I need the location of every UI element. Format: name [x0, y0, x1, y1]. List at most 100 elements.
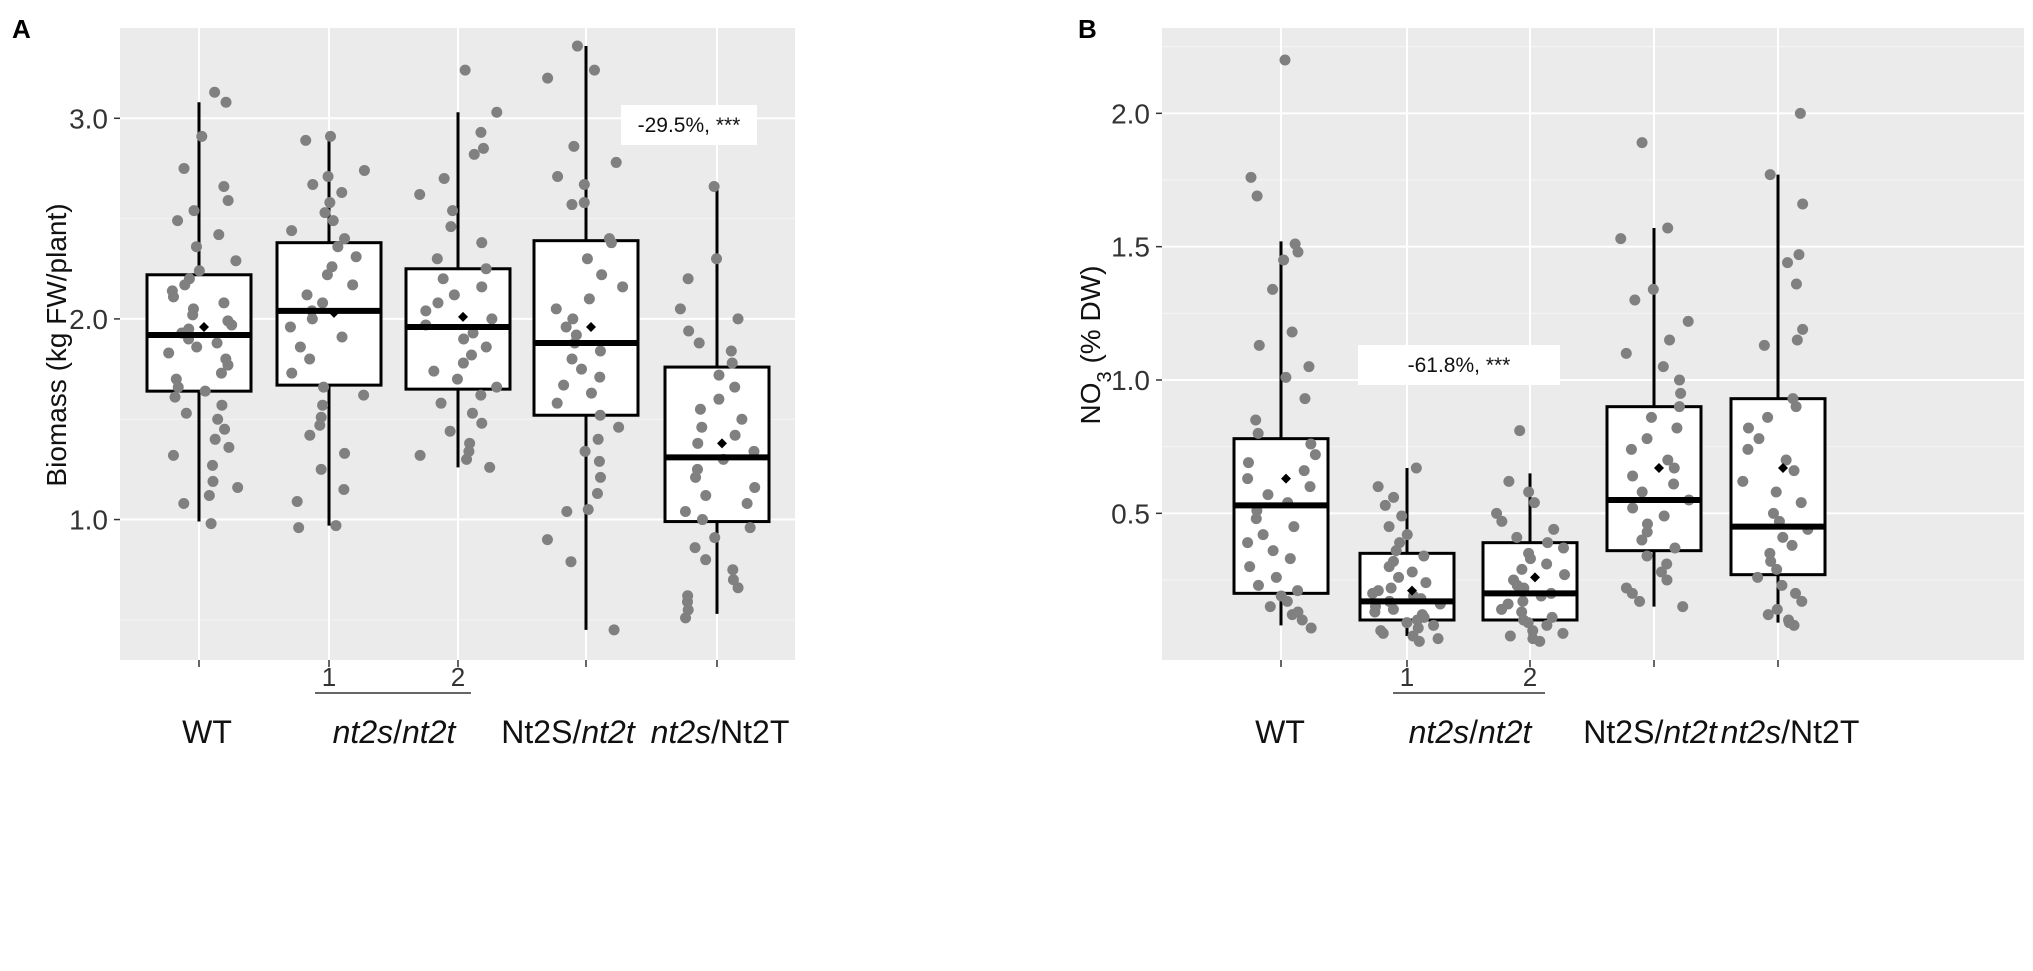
data-point [1393, 571, 1405, 583]
data-point [447, 205, 459, 217]
data-point [431, 253, 443, 265]
data-point [603, 233, 615, 245]
data-point [594, 345, 606, 357]
data-point [1288, 521, 1300, 533]
data-point [1504, 630, 1516, 642]
group-label: nt2s/nt2t [333, 714, 457, 750]
data-point [1257, 529, 1269, 541]
data-point [1528, 497, 1540, 509]
data-point [1514, 425, 1526, 437]
data-point [1428, 619, 1440, 631]
line-number-label: 2 [1523, 662, 1537, 692]
data-point [1252, 579, 1264, 591]
data-point [209, 433, 221, 445]
data-point [167, 449, 179, 461]
group-label-italic: nt2s [651, 714, 711, 750]
data-point [178, 162, 190, 174]
data-point [338, 483, 350, 495]
data-point [1776, 579, 1788, 591]
data-point [448, 289, 460, 301]
mean-marker [1281, 473, 1291, 484]
data-point [700, 554, 712, 566]
data-point [1305, 438, 1317, 450]
group-label-italic: nt2s [1409, 714, 1469, 750]
data-point [736, 413, 748, 425]
data-point [336, 187, 348, 199]
data-point [1407, 630, 1419, 642]
group-label-plain: Nt2S/ [501, 714, 581, 750]
data-point [683, 325, 695, 337]
data-point [207, 475, 219, 487]
data-point [1764, 547, 1776, 559]
group-label-suffix: /Nt2T [1781, 714, 1859, 750]
data-point [476, 281, 488, 293]
data-point [491, 381, 503, 393]
data-point [576, 363, 588, 375]
line-number-label: 1 [322, 662, 336, 692]
data-point [1275, 590, 1287, 602]
data-point [205, 518, 217, 530]
data-point [358, 164, 370, 176]
data-point [432, 297, 444, 309]
y-tick-label: 3.0 [69, 103, 108, 134]
data-point [1657, 361, 1669, 373]
data-point [414, 449, 426, 461]
data-point [475, 126, 487, 138]
mean-marker [1654, 463, 1664, 473]
y-tick-label: 1.0 [1111, 365, 1150, 396]
data-point [1789, 587, 1801, 599]
annotation-box [1358, 345, 1560, 385]
data-point [741, 498, 753, 510]
panel-b-y-axis-title-sub: 3 [1094, 371, 1116, 382]
data-point [1762, 609, 1774, 621]
data-point [1794, 107, 1806, 119]
data-point [1292, 585, 1304, 597]
mean-marker [199, 321, 209, 332]
data-point [319, 207, 331, 219]
group-label-italic: nt2s [1721, 714, 1781, 750]
data-point [588, 64, 600, 76]
data-point [1641, 550, 1653, 562]
data-point [558, 379, 570, 391]
data-point [1292, 606, 1304, 618]
data-point [307, 178, 319, 190]
group-label: Nt2S/nt2t [1583, 714, 1718, 750]
data-point [284, 321, 296, 333]
data-point [484, 461, 496, 473]
data-point [1615, 233, 1627, 245]
group-label: WT [1255, 714, 1305, 750]
line-number-label: 1 [1400, 662, 1414, 692]
data-point [1406, 566, 1418, 578]
panel-a-letter: A [12, 14, 31, 44]
data-point [1661, 558, 1673, 570]
data-point [1372, 481, 1384, 493]
data-point [480, 263, 492, 275]
data-point [579, 445, 591, 457]
data-point [458, 333, 470, 345]
data-point [321, 269, 333, 281]
data-point [444, 425, 456, 437]
data-point [203, 489, 215, 501]
data-point [1641, 518, 1653, 530]
data-point [1305, 622, 1317, 634]
data-point [694, 403, 706, 415]
data-point [1771, 603, 1783, 615]
data-point [209, 86, 221, 98]
data-point [727, 564, 739, 576]
data-point [709, 532, 721, 544]
data-point [199, 385, 211, 397]
data-point [1410, 462, 1422, 474]
data-point [1765, 555, 1777, 567]
data-point [593, 455, 605, 467]
data-point [617, 281, 629, 293]
data-point [414, 189, 426, 201]
data-point [1797, 323, 1809, 335]
data-point [326, 261, 338, 273]
panel-b: B 0.5 1.0 1.5 2.0 -61.8%, *** NO3 (% DW) 1 2 W… [1075, 14, 2024, 750]
mean-marker [717, 438, 727, 449]
data-point [1541, 619, 1553, 631]
data-point [1682, 315, 1694, 327]
data-point [1795, 497, 1807, 509]
data-point [1491, 507, 1503, 519]
